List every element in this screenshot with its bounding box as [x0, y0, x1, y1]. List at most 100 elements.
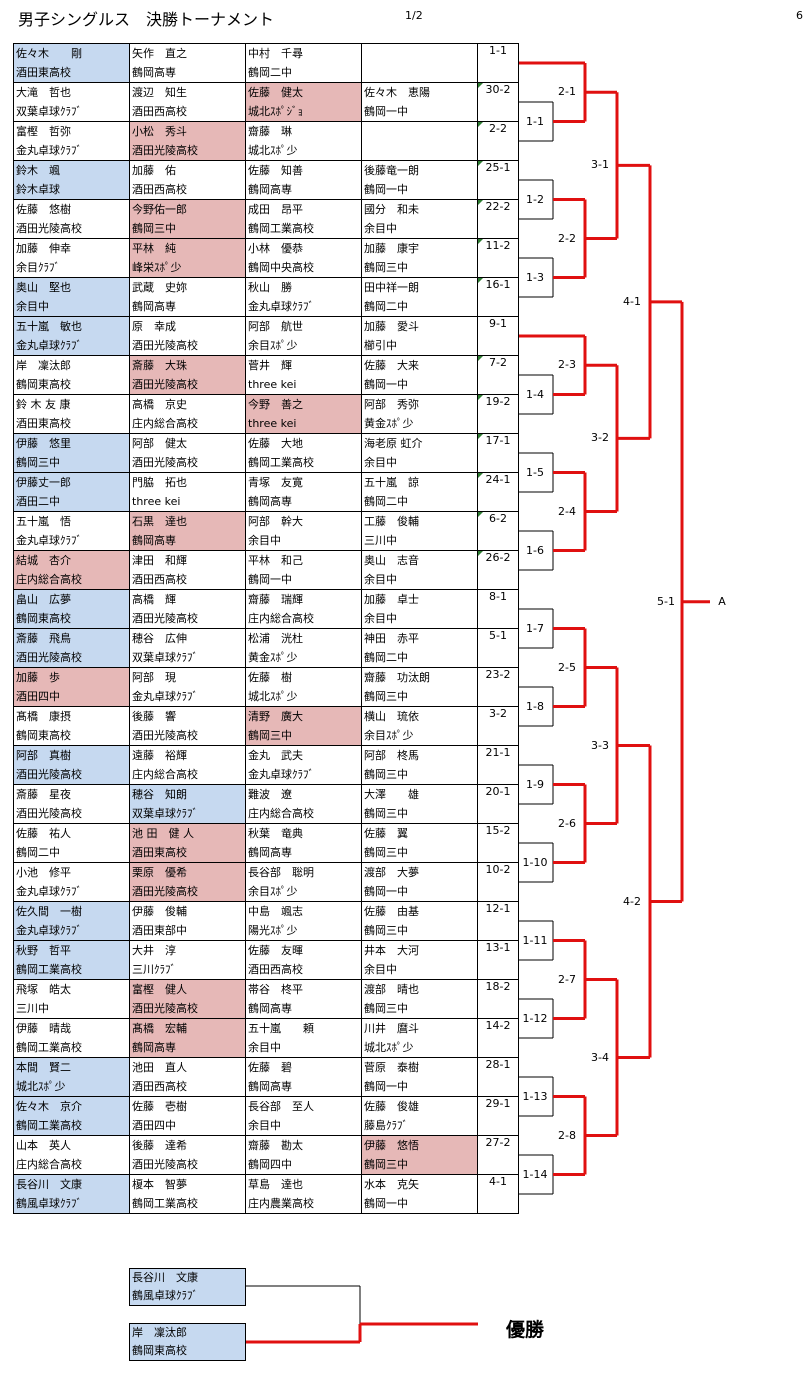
- player-name: 佐藤 悠樹: [16, 203, 71, 216]
- player-club: 鶴岡中央高校: [248, 261, 314, 274]
- player-name: 穂谷 広伸: [132, 632, 187, 645]
- table-row: 斎藤 飛鳥 酒田光陵高校 穂谷 広伸 双葉卓球ｸﾗﾌﾞ 松浦 洸杜 黄金ｽﾎﾟ少 神田 赤平…: [13, 628, 519, 668]
- player-club: 鶴岡工業高校: [16, 1119, 82, 1132]
- player-club: 鶴岡二中: [16, 846, 60, 859]
- match-number: 19-2: [485, 395, 511, 408]
- match-number: 8-1: [489, 590, 507, 603]
- match-cell: 4-1: [477, 1174, 519, 1214]
- player-name: 加藤 歩: [16, 671, 60, 684]
- player-cell: 佐藤 俊雄 藤島ｸﾗﾌﾞ: [361, 1096, 478, 1136]
- match-number: 3-2: [489, 707, 507, 720]
- player-club: 庄内総合高校: [248, 807, 314, 820]
- player-club: 三川中: [364, 534, 397, 547]
- match-cell: 25-1: [477, 160, 519, 200]
- match-number: 5-1: [489, 629, 507, 642]
- player-cell: 加藤 歩酒田四中: [13, 667, 130, 707]
- player-name: 渡辺 知生: [132, 86, 187, 99]
- player-name: 金丸 武夫: [248, 749, 303, 762]
- table-row: 阿部 真樹 酒田光陵高校 遠藤 裕輝 庄内総合高校 金丸 武夫 金丸卓球ｸﾗﾌﾞ 阿部 柊馬…: [13, 745, 519, 785]
- player-club: 黄金ｽﾎﾟ少: [364, 417, 414, 430]
- table-row: 伊藤 悠里 鶴岡三中 阿部 健太 酒田光陵高校 佐藤 大地 鶴岡工業高校 海老原 虹介 余目中…: [13, 433, 519, 473]
- player-club: 庄内総合高校: [16, 1158, 82, 1171]
- player-club: 鶴岡三中: [364, 1002, 408, 1015]
- round3-label: 3-1: [591, 158, 609, 172]
- player-club: 鶴岡東高校: [16, 729, 71, 742]
- player-cell: 飛塚 皓太 三川中: [13, 979, 130, 1019]
- player-club: 余目中: [364, 222, 397, 235]
- player-name: 伊藤 晴哉: [16, 1022, 71, 1035]
- player-name: 加藤 卓士: [364, 593, 419, 606]
- player-club: 鶴岡高専: [248, 1080, 292, 1093]
- player-name: 加藤 愛斗: [364, 320, 419, 333]
- player-club: 鶴岡高専: [132, 300, 176, 313]
- player-cell: 髙橋 康摂 鶴岡東高校: [13, 706, 130, 746]
- table-row: 本間 賢二 城北ｽﾎﾟ少 池田 直人 酒田西高校 佐藤 碧鶴岡高専 菅原 泰樹 鶴岡一中 28…: [13, 1057, 519, 1097]
- player-cell: 佐藤 壱樹 酒田四中: [129, 1096, 246, 1136]
- player-club: 城北ｽﾎﾟｼﾞｮ: [248, 105, 303, 118]
- player-club: 鶴岡三中: [364, 261, 408, 274]
- draw-table: 佐々木 剛酒田東高校 矢作 直之 鶴岡高専 中村 千尋 鶴岡二中 1-1 大滝 哲也 双葉卓球…: [13, 43, 519, 1214]
- player-name: 阿部 柊馬: [364, 749, 419, 762]
- match-number: 1-1: [489, 44, 507, 57]
- player-cell: 髙橋 宏輔 鶴岡高専: [129, 1018, 246, 1058]
- player-club: 鶴岡二中: [248, 66, 292, 79]
- player-club: 鶴岡高専: [248, 495, 292, 508]
- player-cell: 高橋 輝酒田光陵高校: [129, 589, 246, 629]
- player-club: 鶴岡高専: [132, 534, 176, 547]
- player-club: 金丸卓球ｸﾗﾌﾞ: [16, 885, 82, 898]
- player-name: 平林 純: [132, 242, 176, 255]
- player-name: 高橋 輝: [132, 593, 176, 606]
- match-cell: 8-1: [477, 589, 519, 629]
- table-row: 髙橋 康摂 鶴岡東高校 後藤 響酒田光陵高校 清野 廣大 鶴岡三中 横山 琉依 余目ｽﾎﾟ少…: [13, 706, 519, 746]
- round1-label: 1-11: [522, 933, 548, 947]
- match-number: 24-1: [485, 473, 511, 486]
- player-club: 酒田東高校: [132, 846, 187, 859]
- player-club: 酒田四中: [16, 690, 60, 703]
- player-name: 井本 大河: [364, 944, 419, 957]
- corner-marker: [478, 239, 483, 244]
- player-name: 後藤 達希: [132, 1139, 187, 1152]
- table-row: 伊藤丈一郎 酒田二中 門脇 拓也 three kei 青塚 友寛 鶴岡高専 五十嵐 諒鶴岡二…: [13, 472, 519, 512]
- player-club: 余目ｽﾎﾟ少: [248, 885, 298, 898]
- player-cell: 奥山 志音 余目中: [361, 550, 478, 590]
- player-cell: 五十嵐 悟金丸卓球ｸﾗﾌﾞ: [13, 511, 130, 551]
- player-name: 佐藤 由基: [364, 905, 419, 918]
- player-club: 余目ｸﾗﾌﾞ: [16, 261, 60, 274]
- player-name: 齋藤 琳: [248, 125, 292, 138]
- player-cell: 栗原 優希 酒田光陵高校: [129, 862, 246, 902]
- match-cell: 22-2: [477, 199, 519, 239]
- player-cell: 阿部 柊馬 鶴岡三中: [361, 745, 478, 785]
- match-number: 29-1: [485, 1097, 511, 1110]
- player-cell: 加藤 愛斗 櫛引中: [361, 316, 478, 356]
- player-club: 庄内農業高校: [248, 1197, 314, 1210]
- player-cell: 國分 和未 余目中: [361, 199, 478, 239]
- player-club: 鶴岡工業高校: [248, 456, 314, 469]
- final-player-1: 長谷川 文康 鶴風卓球ｸﾗﾌﾞ: [129, 1268, 246, 1306]
- player-name: 横山 琉依: [364, 710, 419, 723]
- player-name: 五十嵐 悟: [16, 515, 71, 528]
- player-club: 余目ｽﾎﾟ少: [248, 339, 298, 352]
- player-name: 池 田 健 人: [132, 827, 194, 840]
- player-club: 鶴岡高専: [248, 183, 292, 196]
- player-name: 奥山 堅也: [16, 281, 71, 294]
- player-name: 海老原 虹介: [364, 437, 423, 450]
- player-name: 鈴 木 友 康: [16, 398, 71, 411]
- player-name: 齋藤 瑞輝: [248, 593, 303, 606]
- player-club: 城北ｽﾎﾟ少: [364, 1041, 414, 1054]
- match-cell: 7-2: [477, 355, 519, 395]
- player-name: 秋葉 竜典: [248, 827, 303, 840]
- round1-label: 1-4: [526, 387, 544, 401]
- player-cell: 阿部 幹大 余目中: [245, 511, 362, 551]
- player-cell: 五十嵐 頼余目中: [245, 1018, 362, 1058]
- player-name: 津田 和輝: [132, 554, 187, 567]
- player-club: 余目中: [16, 300, 49, 313]
- player-cell: 今野佑一郎 鶴岡三中: [129, 199, 246, 239]
- player-name: 齋藤 勘太: [248, 1139, 303, 1152]
- player-cell: 岸 凜汰郎 鶴岡東高校: [13, 355, 130, 395]
- player-club: 酒田光陵高校: [132, 885, 198, 898]
- table-row: 鈴木 颯鈴木卓球 加藤 佑酒田西高校 佐藤 知善 鶴岡高専 後藤竜一朗 鶴岡一中 25-1: [13, 160, 519, 200]
- player-name: 畠山 広夢: [16, 593, 71, 606]
- match-cell: 26-2: [477, 550, 519, 590]
- player-name: 伊藤 悠悟: [364, 1139, 419, 1152]
- player-name: 阿部 健太: [132, 437, 187, 450]
